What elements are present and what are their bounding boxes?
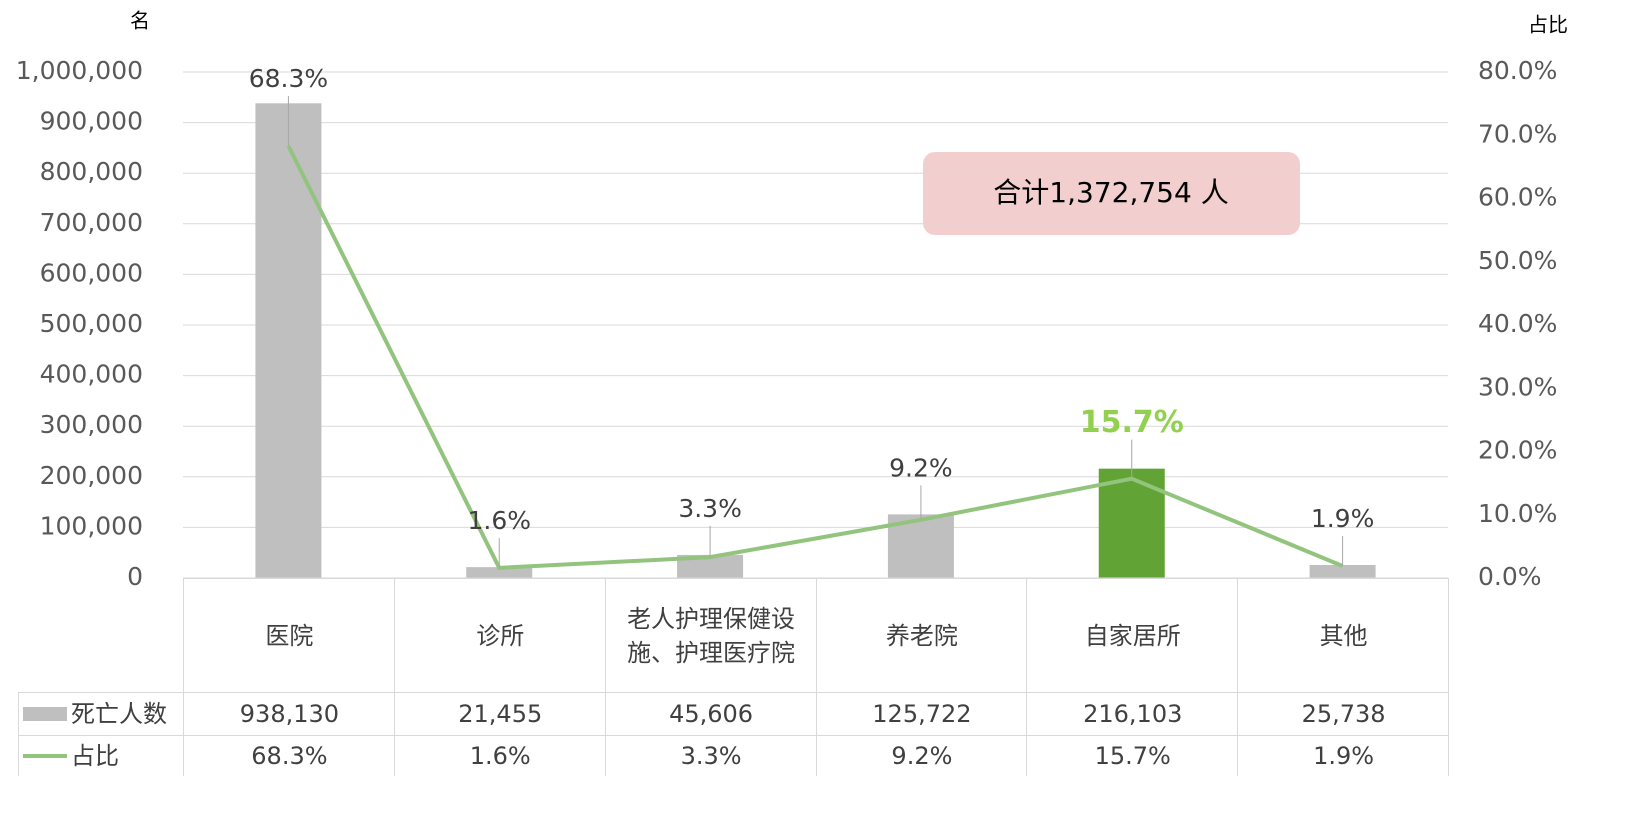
y-tick-label: 600,000 — [40, 258, 143, 287]
y2-tick-label: 30.0% — [1478, 372, 1557, 401]
y2-tick-label: 50.0% — [1478, 246, 1557, 275]
legend-cell: 占比 — [18, 735, 183, 776]
category-cell: 老人护理保健设施、护理医疗院 — [604, 578, 817, 692]
legend-label: 占比 — [71, 742, 119, 770]
table-value: 3.3% — [604, 735, 817, 776]
y2-axis-label: 占比 — [1528, 13, 1568, 37]
table-value: 938,130 — [183, 692, 395, 735]
line — [286, 145, 1344, 570]
category-cell: 自家居所 — [1026, 578, 1239, 692]
bar — [1309, 564, 1376, 578]
table-value: 216,103 — [1026, 692, 1239, 735]
y2-tick-label: 0.0% — [1478, 562, 1542, 591]
table-value: 68.3% — [183, 735, 395, 776]
y-tick-label: 200,000 — [40, 461, 143, 490]
table-value: 1.9% — [1237, 735, 1449, 776]
table-value: 125,722 — [815, 692, 1028, 735]
data-label: 15.7% — [1080, 405, 1184, 440]
category-cell: 养老院 — [815, 578, 1028, 692]
table-value: 9.2% — [815, 735, 1028, 776]
y2-tick-label: 70.0% — [1478, 119, 1557, 148]
legend-key — [23, 707, 67, 721]
bar — [466, 567, 533, 578]
table-value: 15.7% — [1026, 735, 1239, 776]
y-tick-label: 0 — [127, 562, 143, 591]
category-cell: 医院 — [183, 578, 395, 692]
legend-key — [23, 754, 67, 758]
y-tick-label: 900,000 — [40, 107, 143, 136]
y-tick-label: 100,000 — [40, 511, 143, 540]
table-border — [1448, 578, 1449, 776]
data-label: 3.3% — [678, 494, 742, 523]
data-label: 1.6% — [467, 506, 531, 535]
y-tick-label: 700,000 — [40, 208, 143, 237]
legend-cell: 死亡人数 — [18, 692, 183, 735]
table-value: 45,606 — [604, 692, 817, 735]
table-value: 25,738 — [1237, 692, 1449, 735]
y2-tick-label: 10.0% — [1478, 499, 1557, 528]
y2-tick-label: 80.0% — [1478, 56, 1557, 85]
y-axis-label: 名 — [130, 9, 150, 33]
category-cell: 其他 — [1237, 578, 1449, 692]
annotation: 合计1,372,754 人 — [993, 176, 1228, 209]
y2-tick-label: 20.0% — [1478, 436, 1557, 465]
y-tick-label: 500,000 — [40, 309, 143, 338]
data-label: 9.2% — [889, 453, 953, 482]
table-value: 21,455 — [393, 692, 606, 735]
y-tick-label: 1,000,000 — [16, 56, 143, 85]
y2-tick-label: 40.0% — [1478, 309, 1557, 338]
data-label: 1.9% — [1311, 504, 1375, 533]
bar — [255, 103, 322, 579]
data-label: 68.3% — [249, 64, 328, 93]
table-value: 1.6% — [393, 735, 606, 776]
y-tick-label: 400,000 — [40, 360, 143, 389]
y-tick-label: 300,000 — [40, 410, 143, 439]
y-tick-label: 800,000 — [40, 157, 143, 186]
category-cell: 诊所 — [393, 578, 606, 692]
bar — [677, 554, 744, 578]
y2-tick-label: 60.0% — [1478, 183, 1557, 212]
legend-label: 死亡人数 — [71, 700, 167, 728]
